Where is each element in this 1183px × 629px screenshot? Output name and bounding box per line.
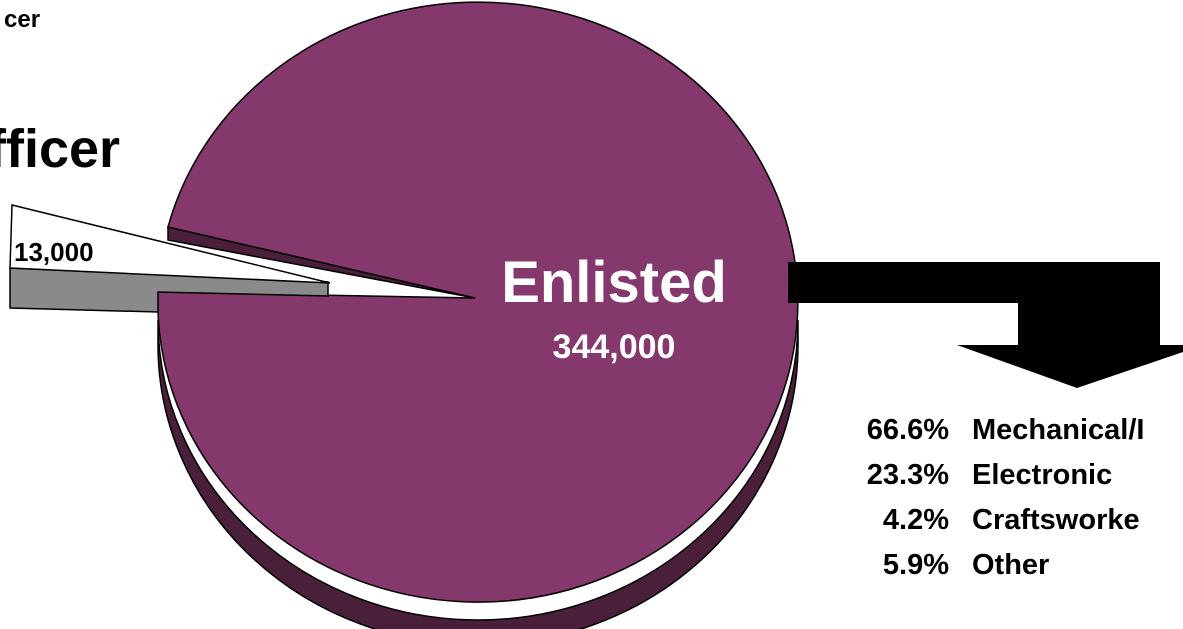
breakdown-pct: 5.9% bbox=[882, 549, 949, 581]
enlisted-slice-side bbox=[157, 319, 799, 629]
breakdown-label: Electronic bbox=[972, 459, 1113, 491]
enlisted-value-label: 344,000 bbox=[553, 328, 676, 366]
breakdown-label: Craftsworke bbox=[972, 504, 1140, 536]
officer-value-label: 13,000 bbox=[14, 237, 94, 267]
breakdown-pct: 66.6% bbox=[866, 414, 949, 446]
breakdown-pct: 23.3% bbox=[866, 459, 949, 491]
officer-slice bbox=[9, 204, 331, 284]
breakdown-label: Mechanical/I bbox=[972, 414, 1145, 446]
breakdown-pct: 4.2% bbox=[882, 504, 949, 536]
officer-label: fficer bbox=[0, 119, 121, 179]
breakdown-label: Other bbox=[972, 549, 1050, 581]
top-label: cer bbox=[4, 6, 41, 33]
enlisted-slice bbox=[157, 1, 799, 603]
breakdown-arrow bbox=[788, 262, 1183, 388]
enlisted-label: Enlisted bbox=[501, 250, 727, 315]
